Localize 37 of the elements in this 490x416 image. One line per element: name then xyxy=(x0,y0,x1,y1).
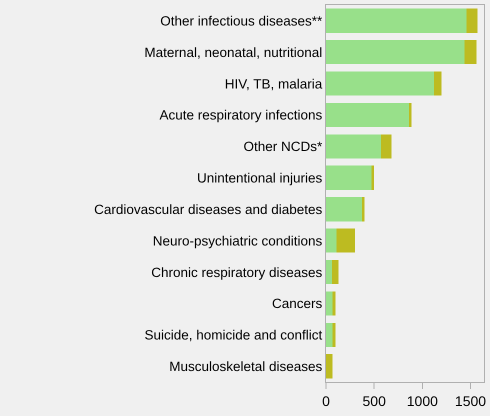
bar xyxy=(326,134,381,158)
y-tick-label: Unintentional injuries xyxy=(196,170,323,186)
bar xyxy=(326,354,333,378)
y-tick-label: Chronic respiratory diseases xyxy=(151,264,323,280)
x-tick-label: 1500 xyxy=(454,392,486,409)
bar xyxy=(326,260,332,284)
y-tick-label: Maternal, neonatal, nutritional xyxy=(144,44,322,60)
x-tick-label: 500 xyxy=(362,392,386,409)
y-tick-label: Neuro-psychiatric conditions xyxy=(152,233,323,248)
y-tick-label: Acute respiratory infections xyxy=(159,108,323,123)
bar xyxy=(380,134,392,158)
y-tick-label: Musculoskeletal diseases xyxy=(169,359,323,374)
y-tick-label: Cardiovascular diseases and diabetes xyxy=(94,202,323,217)
bar xyxy=(326,197,363,222)
bar xyxy=(336,228,355,253)
bar xyxy=(326,8,467,33)
bar xyxy=(466,8,478,33)
bar xyxy=(332,291,336,316)
y-tick-label: Cancers xyxy=(272,296,323,312)
bar xyxy=(326,102,409,128)
bar xyxy=(434,71,442,96)
bar xyxy=(464,40,476,64)
y-tick-label: Suicide, homicide and conflict xyxy=(144,328,323,343)
bar xyxy=(332,322,336,347)
y-tick-label: Other NCDs* xyxy=(244,139,324,154)
bar xyxy=(326,40,465,64)
y-tick-label: HIV, TB, malaria xyxy=(224,76,323,92)
bar xyxy=(332,260,339,284)
x-tick-label: 1000 xyxy=(406,392,438,409)
x-tick-label: 0 xyxy=(322,392,330,409)
bar xyxy=(326,291,333,316)
bar xyxy=(326,322,333,347)
bar xyxy=(326,228,337,253)
bar xyxy=(326,166,372,190)
y-tick-label: Other infectious diseases** xyxy=(160,13,324,28)
bar xyxy=(326,71,434,96)
bar xyxy=(362,197,365,222)
